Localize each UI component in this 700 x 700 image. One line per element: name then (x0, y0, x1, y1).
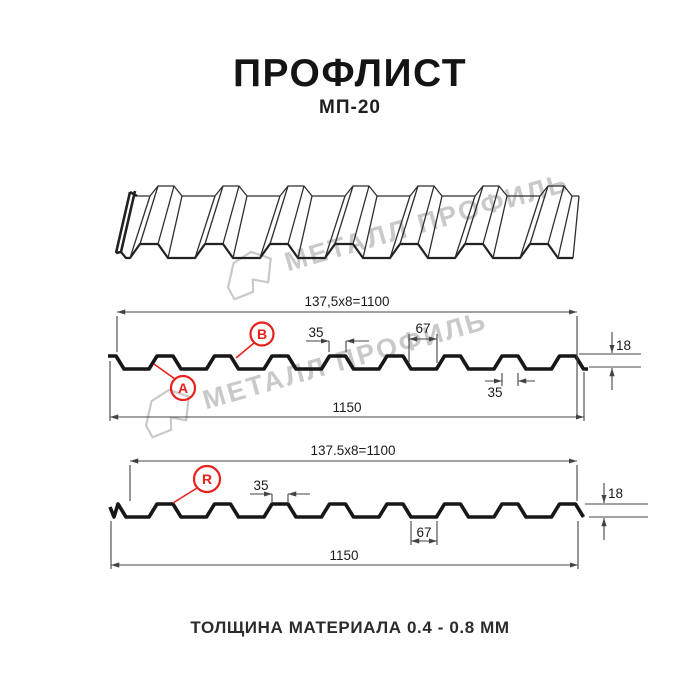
metall-profil-logo-icon (226, 250, 272, 301)
sheet-front-edge (120, 242, 573, 260)
profile-bottom-outline (108, 502, 586, 519)
label-b: B (257, 326, 267, 342)
dim-total-width-bottom: 1150 (329, 548, 358, 563)
dim-height-top: 18 (616, 338, 631, 353)
dim-rib-top-width-top: 35 (308, 325, 323, 340)
dim-total-width-top: 1150 (332, 400, 361, 415)
metall-profil-logo-icon (144, 388, 190, 439)
label-b-marker (249, 321, 275, 347)
dim-width-formula-top: 137,5x8=1100 (305, 294, 390, 309)
dim-rib-bottom-width-top: 35 (487, 385, 502, 400)
label-a: A (178, 380, 188, 396)
dim-width-formula-bottom: 137.5x8=1100 (311, 443, 396, 458)
sheet-rib-lines (129, 185, 580, 259)
watermark-2: МЕТАЛЛ ПРОФИЛЬ (134, 298, 493, 442)
profile-section-bottom: 137.5x8=1100 35 67 18 1150 (108, 443, 648, 569)
sheet-cut-edge (114, 190, 138, 255)
profile-section-top: 137,5x8=1100 35 67 18 35 (108, 294, 641, 421)
dim-height-bottom: 18 (608, 486, 623, 501)
label-r-leader (172, 487, 198, 504)
page-subtitle: МП-20 (319, 97, 381, 118)
profile-top-outline (108, 354, 588, 371)
watermark-1: МЕТАЛЛ ПРОФИЛЬ (216, 160, 575, 304)
page-title: ПРОФЛИСТ (232, 52, 468, 95)
dim-rib-spacing-bottom: 67 (416, 525, 431, 540)
label-a-marker (169, 374, 197, 402)
dim-rib-top-width-bottom: 35 (253, 478, 268, 493)
sheet-3d-view (114, 185, 580, 260)
label-r: R (202, 471, 212, 487)
thickness-note: ТОЛЩИНА МАТЕРИАЛА 0.4 - 0.8 ММ (190, 618, 510, 637)
sheet-back-edge (137, 185, 579, 197)
label-a-leader (153, 363, 176, 380)
dim-rib-spacing-top: 67 (415, 321, 430, 336)
label-b-leader (235, 342, 255, 359)
label-r-marker (192, 464, 222, 494)
